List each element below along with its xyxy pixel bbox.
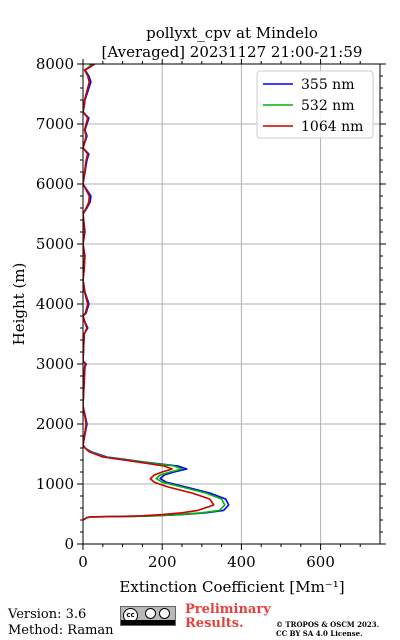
- version-text: Version: 3.6: [8, 607, 87, 622]
- by-icon: [145, 608, 156, 619]
- extinction-profile-chart: 0 200 400 600010002000300040005000600070008…: [10, 24, 386, 596]
- series-lines: [83, 64, 230, 521]
- y-tick-label: 4000: [36, 295, 74, 313]
- y-tick-label: 7000: [36, 115, 74, 133]
- chart-subtitle: [Averaged] 20231127 21:00-21:59: [102, 43, 363, 61]
- sa-icon: [159, 608, 170, 619]
- y-tick-label: 1000: [36, 475, 74, 493]
- preliminary-line-2: Results.: [185, 616, 244, 631]
- y-axis-label: Height (m): [10, 263, 28, 346]
- x-axis-label: Extinction Coefficient [Mm⁻¹]: [119, 578, 344, 596]
- preliminary-line-1: Preliminary: [185, 602, 271, 617]
- chart-title: pollyxt_cpv at Mindelo: [146, 24, 318, 42]
- y-tick-label: 3000: [36, 355, 74, 373]
- legend-box: [256, 70, 374, 139]
- y-tick-label: 5000: [36, 235, 74, 253]
- axis-ticks: 0 200 400 600010002000300040005000600070008…: [36, 55, 386, 571]
- series-line-1064-nm: [83, 64, 215, 521]
- series-line-532-nm: [83, 64, 226, 521]
- legend-label: 355 nm: [301, 77, 354, 93]
- y-tick-label: 8000: [36, 55, 74, 73]
- method-text: Method: Raman: [8, 623, 114, 638]
- y-tick-label: 0: [64, 535, 74, 553]
- creative-commons-by-sa-icon: cc: [120, 606, 176, 626]
- legend-label: 532 nm: [301, 98, 354, 114]
- x-tick-label: 400: [227, 553, 256, 571]
- y-tick-label: 2000: [36, 415, 74, 433]
- x-tick-label: 0: [78, 553, 88, 571]
- legend: 355 nm 532 nm 1064 nm: [256, 70, 374, 139]
- preliminary-results-note: Preliminary Results.: [185, 603, 271, 631]
- legend-label: 1064 nm: [301, 119, 363, 135]
- y-tick-label: 6000: [36, 175, 74, 193]
- series-line-355-nm: [83, 64, 230, 521]
- x-tick-label: 600: [306, 553, 335, 571]
- x-tick-label: 200: [148, 553, 177, 571]
- copyright-line-1: © TROPOS & OSCM 2023.: [276, 620, 380, 629]
- copyright-note: © TROPOS & OSCM 2023. CC BY SA 4.0 Licen…: [276, 620, 379, 638]
- badge-strip: [121, 620, 175, 625]
- copyright-line-2: CC BY SA 4.0 License.: [276, 629, 363, 638]
